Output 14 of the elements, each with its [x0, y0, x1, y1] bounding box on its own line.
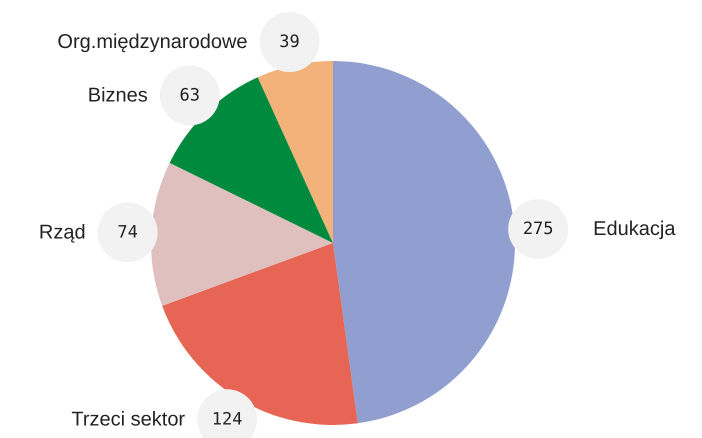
data-label: 74: [117, 222, 138, 242]
slice-label: Org.międzynarodowe: [57, 30, 248, 53]
slice-label: Edukacja: [593, 218, 676, 240]
pie-slice: [333, 61, 515, 424]
data-label: 124: [212, 409, 242, 430]
slice-label: Rząd: [38, 221, 86, 244]
pie-slice: [170, 77, 333, 243]
slice-label: Biznes: [88, 84, 148, 106]
slice-label: Trzeci sektor: [71, 408, 186, 430]
pie-slice: [258, 61, 333, 243]
pie-slice: [151, 162, 333, 306]
data-label: 275: [522, 218, 554, 239]
data-label: 63: [180, 85, 200, 106]
data-label: 39: [279, 32, 300, 52]
